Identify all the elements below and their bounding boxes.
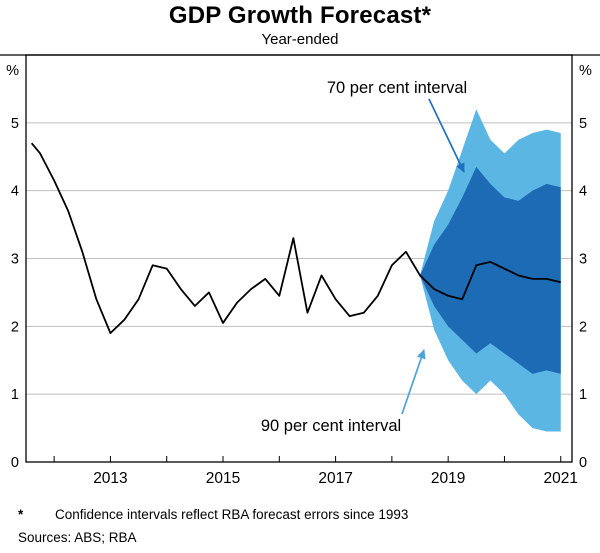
interval-90-label: 90 per cent interval bbox=[261, 417, 401, 435]
y-tick-label-left: 4 bbox=[11, 184, 19, 200]
y-tick-label-right: 5 bbox=[579, 116, 587, 132]
gdp-growth-line bbox=[30, 142, 561, 335]
plot-border bbox=[25, 54, 573, 463]
confidence-band-70 bbox=[420, 166, 561, 374]
x-tick-label: 2021 bbox=[544, 470, 578, 487]
y-tick-label-right: 0 bbox=[579, 455, 587, 471]
y-axis-unit-right: % bbox=[579, 63, 592, 79]
y-axis-unit-left: % bbox=[6, 63, 19, 79]
x-tick-label: 2019 bbox=[431, 470, 465, 487]
footnote: * Confidence intervals reflect RBA forec… bbox=[18, 507, 582, 522]
interval-90-arrow bbox=[401, 349, 426, 415]
y-tick-label-left: 5 bbox=[11, 116, 19, 132]
footnote-marker: * bbox=[18, 507, 24, 522]
interval-70-label: 70 per cent interval bbox=[327, 79, 467, 97]
x-tick-label: 2015 bbox=[206, 470, 240, 487]
chart-title: GDP Growth Forecast* bbox=[168, 2, 432, 29]
y-tick-label-left: 3 bbox=[11, 252, 19, 268]
y-tick-label-left: 0 bbox=[11, 455, 19, 471]
footnote-text: Confidence intervals reflect RBA forecas… bbox=[55, 507, 409, 522]
y-tick-label-right: 4 bbox=[579, 184, 587, 200]
annotations-layer: 70 per cent interval 90 per cent interva… bbox=[6, 63, 592, 435]
y-tick-label-left: 2 bbox=[11, 319, 19, 335]
x-tick-label: 2017 bbox=[318, 470, 352, 487]
chart-subtitle: Year-ended bbox=[261, 31, 339, 48]
x-tick-label: 2013 bbox=[93, 470, 127, 487]
y-tick-label-right: 1 bbox=[579, 387, 587, 403]
y-tick-label-left: 1 bbox=[11, 387, 19, 403]
y-tick-label-right: 2 bbox=[579, 319, 587, 335]
y-tick-label-right: 3 bbox=[579, 252, 587, 268]
interval-70-arrow bbox=[428, 98, 465, 173]
sources-line: Sources: ABS; RBA bbox=[18, 530, 137, 545]
